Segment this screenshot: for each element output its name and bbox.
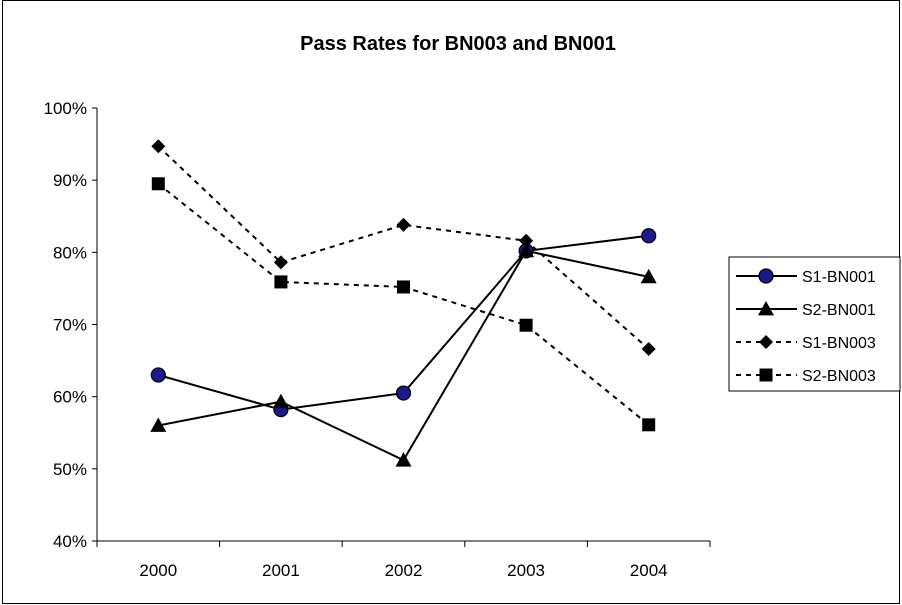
data-point [518,242,535,258]
series-S2-BN003 [151,177,656,432]
legend-item: S2-BN001 [736,301,876,319]
chart-title: Pass Rates for BN003 and BN001 [300,33,616,55]
x-tick-label: 2000 [139,561,177,580]
legend-item: S1-BN003 [736,335,876,352]
y-tick-label: 40% [53,532,87,551]
legend-marker [759,368,773,382]
data-point [397,280,410,294]
data-point [396,217,411,232]
legend-marker [758,268,774,284]
data-point [395,385,412,401]
data-point [151,139,166,154]
data-point [642,418,656,432]
legend-item: S1-BN001 [736,268,876,286]
data-point [641,342,656,357]
data-point [274,275,288,289]
legend-marker [759,335,773,349]
legend: S1-BN001 S2-BN001 S1-BN003 S2-BN003 [728,256,901,392]
legend-item: S2-BN003 [736,368,876,385]
series-S1-BN001 [150,228,657,418]
legend-label: S2-BN003 [802,368,876,385]
y-tick-label: 60% [53,388,87,407]
y-tick-label: 50% [53,460,87,479]
legend-label: S1-BN001 [802,269,876,286]
series-S1-BN003 [151,139,656,357]
data-point [151,177,165,191]
data-point [150,417,167,432]
x-tick-label: 2002 [385,561,423,580]
y-tick-label: 80% [53,243,87,262]
data-point [641,228,657,244]
data-point [519,233,534,248]
y-tick-label: 100% [44,99,87,118]
axes: 40% 50% 60% 70% 80% 90% 100% 2000 2001 2002 2003 20… [44,99,711,580]
series-layer [150,139,657,467]
data-point [395,452,412,467]
data-point [272,393,289,409]
data-point [150,367,166,383]
series-line [157,145,650,350]
data-point [273,255,288,270]
legend-label: S2-BN001 [802,302,876,319]
series-S2-BN001 [150,242,657,467]
x-tick-label: 2003 [507,561,545,580]
data-point [640,268,657,284]
y-tick-label: 70% [53,316,87,335]
legend-box [728,256,901,392]
y-tick-label: 90% [53,171,87,190]
series-line [157,182,650,426]
legend-label: S1-BN003 [802,335,876,352]
x-tick-label: 2004 [630,561,668,580]
data-point [519,318,533,332]
x-tick-label: 2001 [262,561,300,580]
legend-marker [758,301,774,316]
